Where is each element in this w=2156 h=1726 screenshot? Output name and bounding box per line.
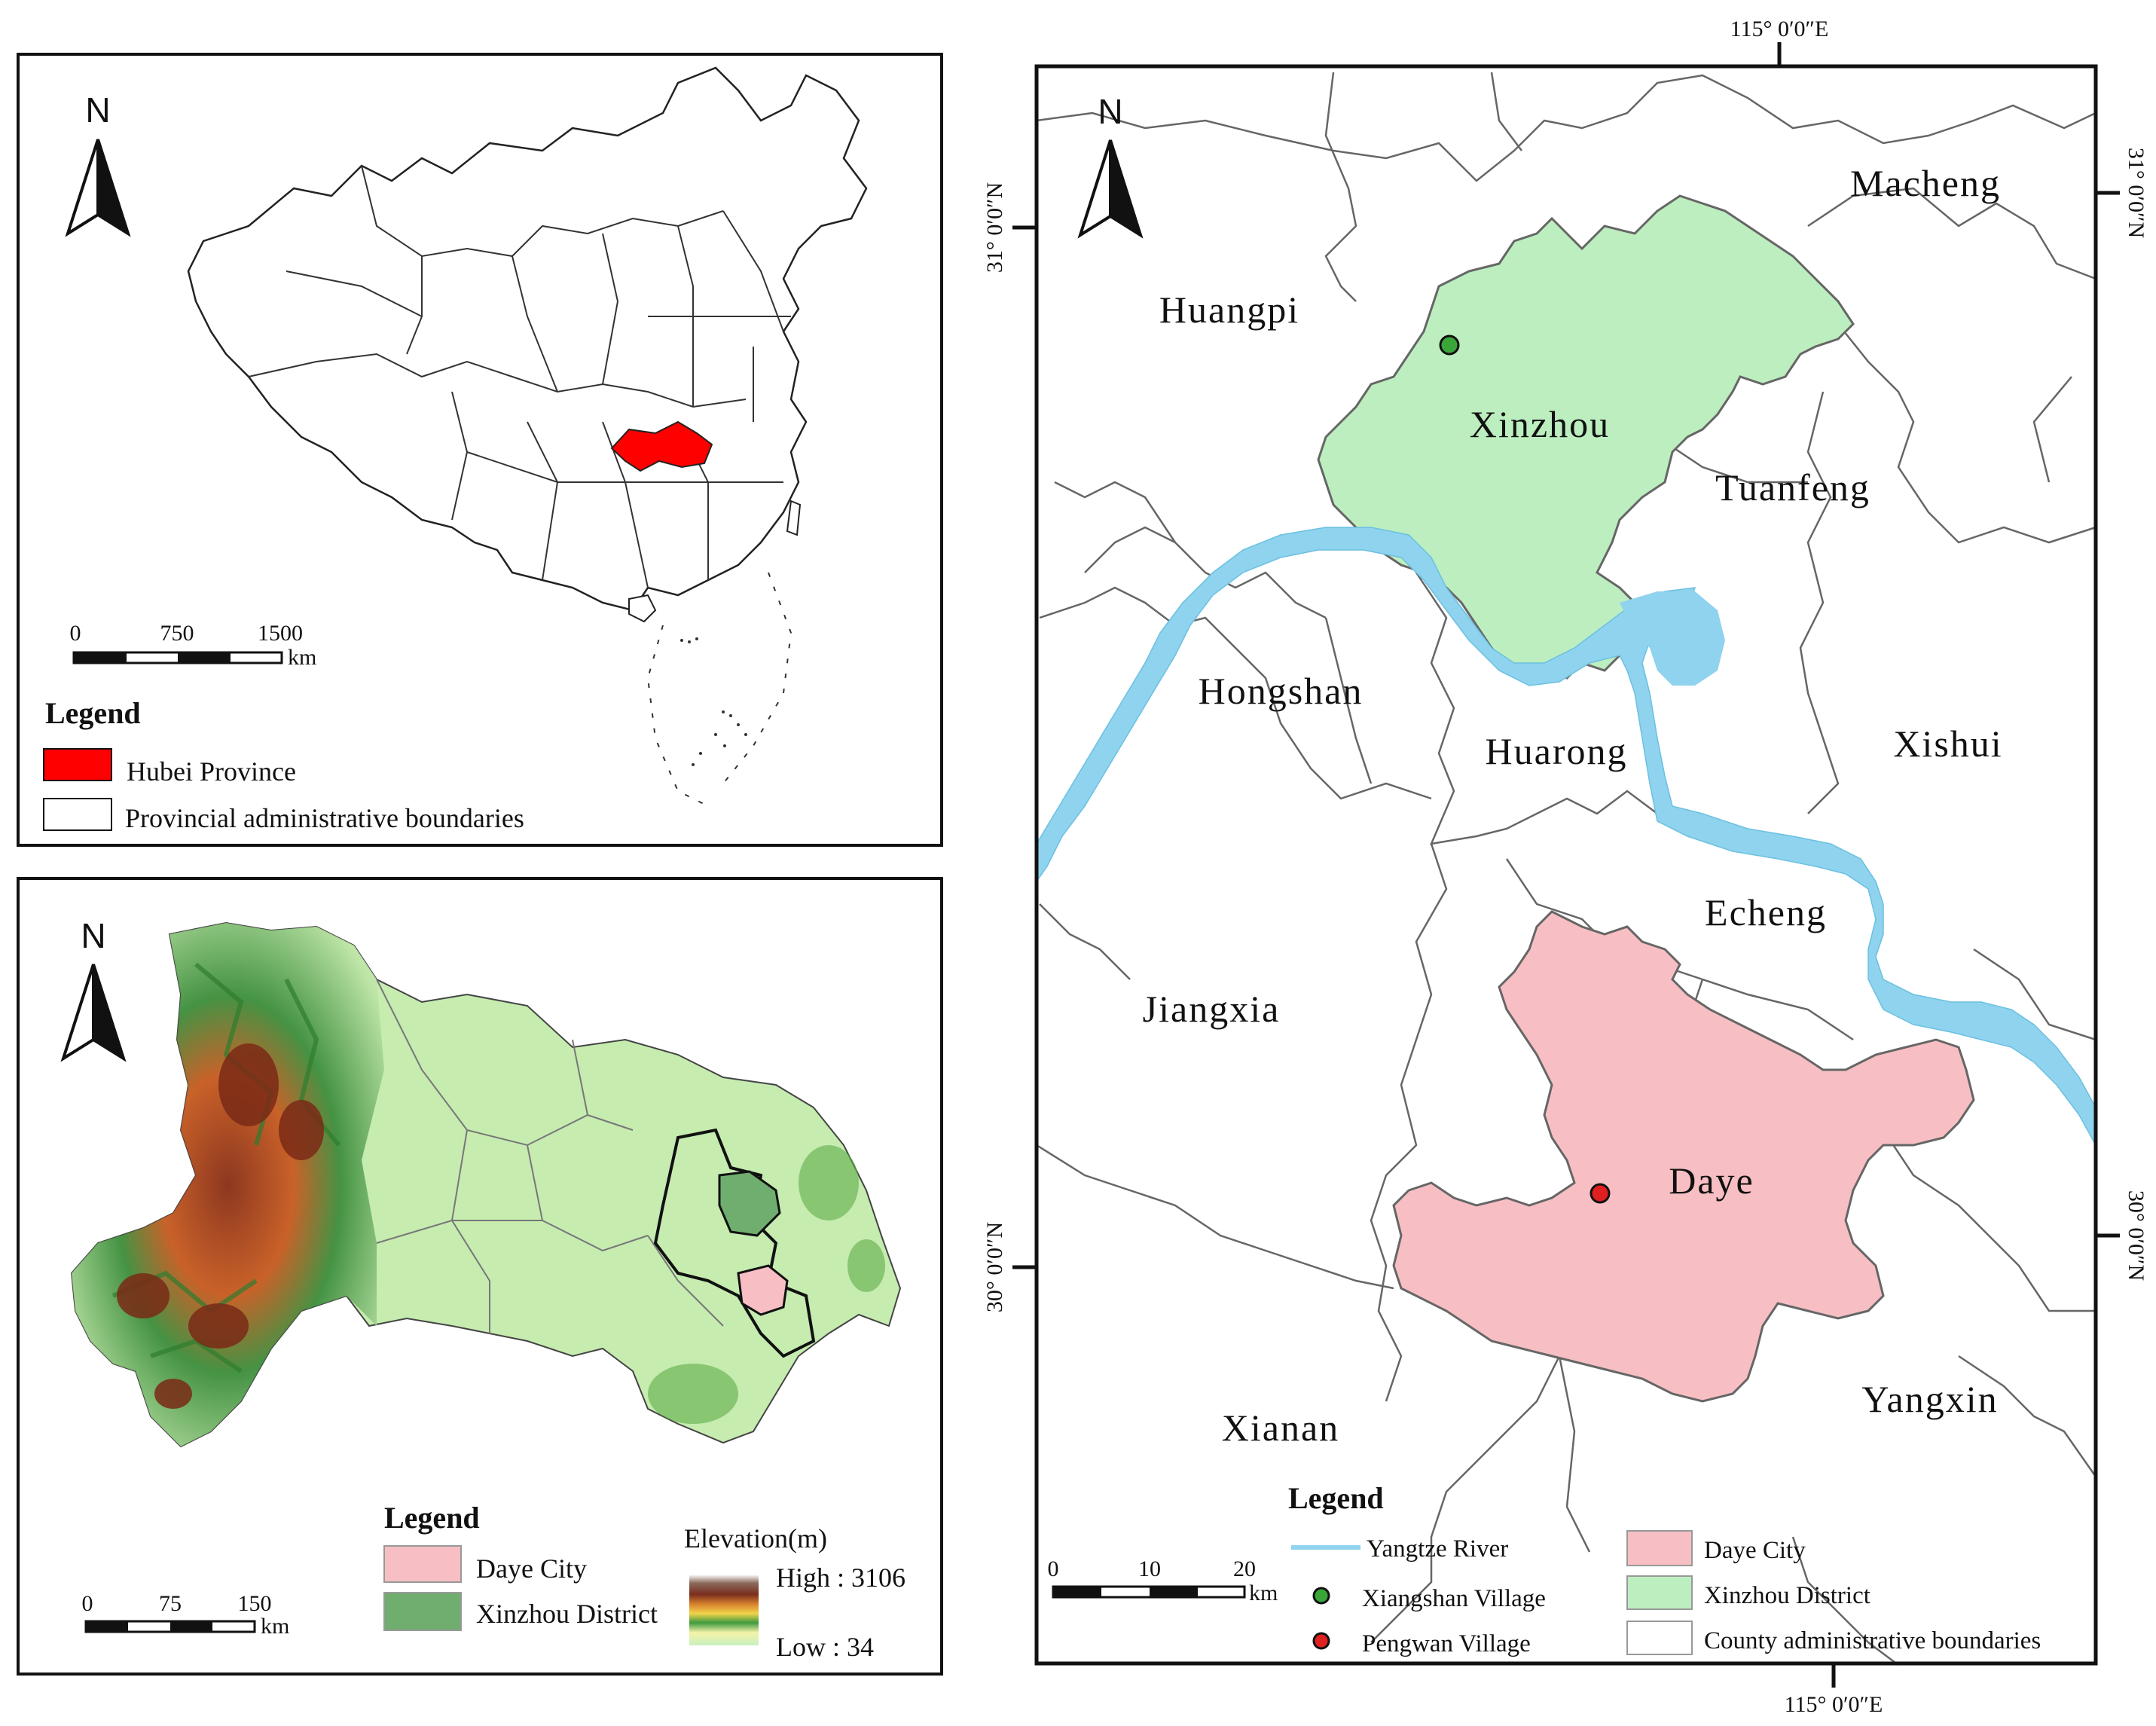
legend-swatch-xinzhou-district [1626, 1575, 1693, 1610]
svg-text:Xinzhou District: Xinzhou District [476, 1599, 658, 1629]
svg-text:Xiangshan Village: Xiangshan Village [1362, 1585, 1546, 1612]
svg-text:N: N [81, 916, 105, 955]
svg-text:0: 0 [82, 1591, 93, 1616]
svg-text:75: 75 [159, 1591, 182, 1616]
graticule-ticks [1012, 42, 2120, 1688]
svg-text:Legend: Legend [384, 1501, 480, 1535]
north-arrow-china: N [65, 90, 131, 237]
svg-text:Legend: Legend [45, 696, 141, 730]
legend-swatch-daye-city [1626, 1530, 1693, 1566]
svg-text:Elevation(m): Elevation(m) [684, 1523, 827, 1553]
scale-bar-hubei: 0 75 150 km [82, 1591, 290, 1639]
panel-study-area: 115° 0′0″E 115° 0′0″E 31° 0′0″N 30° 0′0″… [982, 17, 2148, 1717]
svg-text:10: 10 [1138, 1556, 1161, 1581]
yangtze-river [1036, 527, 2096, 1146]
panel-china: N 0 750 1500 km Legend Hubei Province Pr… [17, 53, 943, 847]
label-jiangxia: Jiangxia [1143, 988, 1281, 1030]
svg-text:Yangtze River: Yangtze River [1367, 1535, 1508, 1563]
legend-hubei: Legend Daye City Xinzhou District Elevat… [383, 1501, 905, 1662]
hubei-xinzhou-district [718, 1170, 781, 1237]
tick-bottom-lon: 115° 0′0″E [1785, 1692, 1883, 1717]
province-boundaries [248, 165, 791, 588]
svg-text:Hubei Province: Hubei Province [127, 756, 296, 787]
taiwan-island [786, 499, 802, 536]
tick-top-lon: 115° 0′0″E [1730, 17, 1829, 41]
label-tuanfeng: Tuanfeng [1715, 466, 1870, 509]
hubei-terrain-east-hills [648, 1145, 885, 1424]
label-yangxin: Yangxin [1861, 1378, 1998, 1420]
svg-text:Xinzhou District: Xinzhou District [1704, 1582, 1870, 1609]
north-arrow-hubei: N [60, 916, 127, 1062]
svg-text:km: km [261, 1614, 289, 1639]
svg-text:Daye City: Daye City [476, 1553, 587, 1584]
label-macheng: Macheng [1850, 162, 2001, 204]
label-hongshan: Hongshan [1199, 670, 1364, 712]
svg-text:High : 3106: High : 3106 [776, 1563, 905, 1593]
tick-left-lat-2: 30° 0′0″N [982, 1222, 1007, 1312]
label-xinzhou: Xinzhou [1470, 403, 1610, 445]
legend-swatch-province [43, 798, 112, 831]
label-echeng: Echeng [1705, 891, 1827, 933]
hubei-prefecture-boundaries [376, 979, 724, 1333]
svg-text:20: 20 [1233, 1556, 1256, 1581]
hainan-island [628, 594, 657, 623]
legend-swatch-pengwan [1312, 1632, 1330, 1650]
legend-swatch-xiangshan [1312, 1587, 1330, 1605]
svg-text:Legend: Legend [1288, 1481, 1384, 1515]
label-huarong: Huarong [1486, 730, 1628, 772]
svg-text:N: N [1098, 92, 1122, 131]
legend-swatch-xinzhou [383, 1592, 462, 1631]
panel-study-area-frame [1034, 64, 2098, 1666]
hubei-daye-city [737, 1264, 789, 1316]
scale-bar-china: 0 750 1500 km [70, 621, 317, 670]
label-xishui: Xishui [1893, 722, 2002, 765]
daye-city-area [1392, 910, 1975, 1403]
svg-text:0: 0 [70, 621, 81, 646]
svg-text:Daye City: Daye City [1704, 1537, 1806, 1564]
china-outline [187, 66, 868, 612]
tick-right-lat-1: 31° 0′0″N [2124, 148, 2148, 238]
north-arrow-study: N [1077, 92, 1144, 239]
svg-text:km: km [1249, 1581, 1278, 1605]
svg-text:750: 750 [160, 621, 194, 646]
svg-text:0: 0 [1048, 1556, 1059, 1581]
legend-swatch-daye [383, 1545, 462, 1583]
svg-text:Provincial administrative boun: Provincial administrative boundaries [125, 803, 524, 833]
legend-china: Legend Hubei Province Provincial adminis… [43, 696, 524, 833]
svg-text:N: N [85, 90, 110, 130]
legend-study: Legend Yangtze River Xiangshan Village P… [1288, 1481, 2041, 1657]
elevation-color-ramp [689, 1575, 759, 1645]
island-dots [680, 637, 747, 766]
xiangshan-village-point [1439, 335, 1460, 356]
panel-hubei: N 0 75 150 km Legend Daye City Xinzhou D… [17, 877, 943, 1676]
label-xianan: Xianan [1222, 1407, 1339, 1449]
label-daye: Daye [1669, 1159, 1754, 1202]
svg-text:Pengwan Village: Pengwan Village [1362, 1630, 1531, 1657]
tick-right-lat-2: 30° 0′0″N [2124, 1190, 2148, 1281]
svg-text:km: km [288, 645, 316, 670]
legend-swatch-hubei [43, 748, 112, 781]
yangtze-river-lake [1620, 591, 1725, 686]
hubei-province-shape [610, 420, 713, 472]
scale-bar-study: 0 10 20 km [1048, 1556, 1278, 1605]
hubei-terrain-peaks [117, 1043, 324, 1409]
south-china-sea-dashes [646, 572, 792, 807]
svg-text:County administrative boundari: County administrative boundaries [1704, 1627, 2041, 1654]
svg-text:Low : 34: Low : 34 [776, 1632, 874, 1662]
tick-left-lat-1: 31° 0′0″N [982, 182, 1007, 273]
pengwan-village-point [1590, 1183, 1611, 1204]
svg-text:1500: 1500 [258, 621, 303, 646]
label-huangpi: Huangpi [1159, 289, 1299, 331]
xinzhou-district-area [1317, 194, 1855, 680]
svg-text:150: 150 [238, 1591, 272, 1616]
legend-swatch-county [1626, 1621, 1693, 1655]
